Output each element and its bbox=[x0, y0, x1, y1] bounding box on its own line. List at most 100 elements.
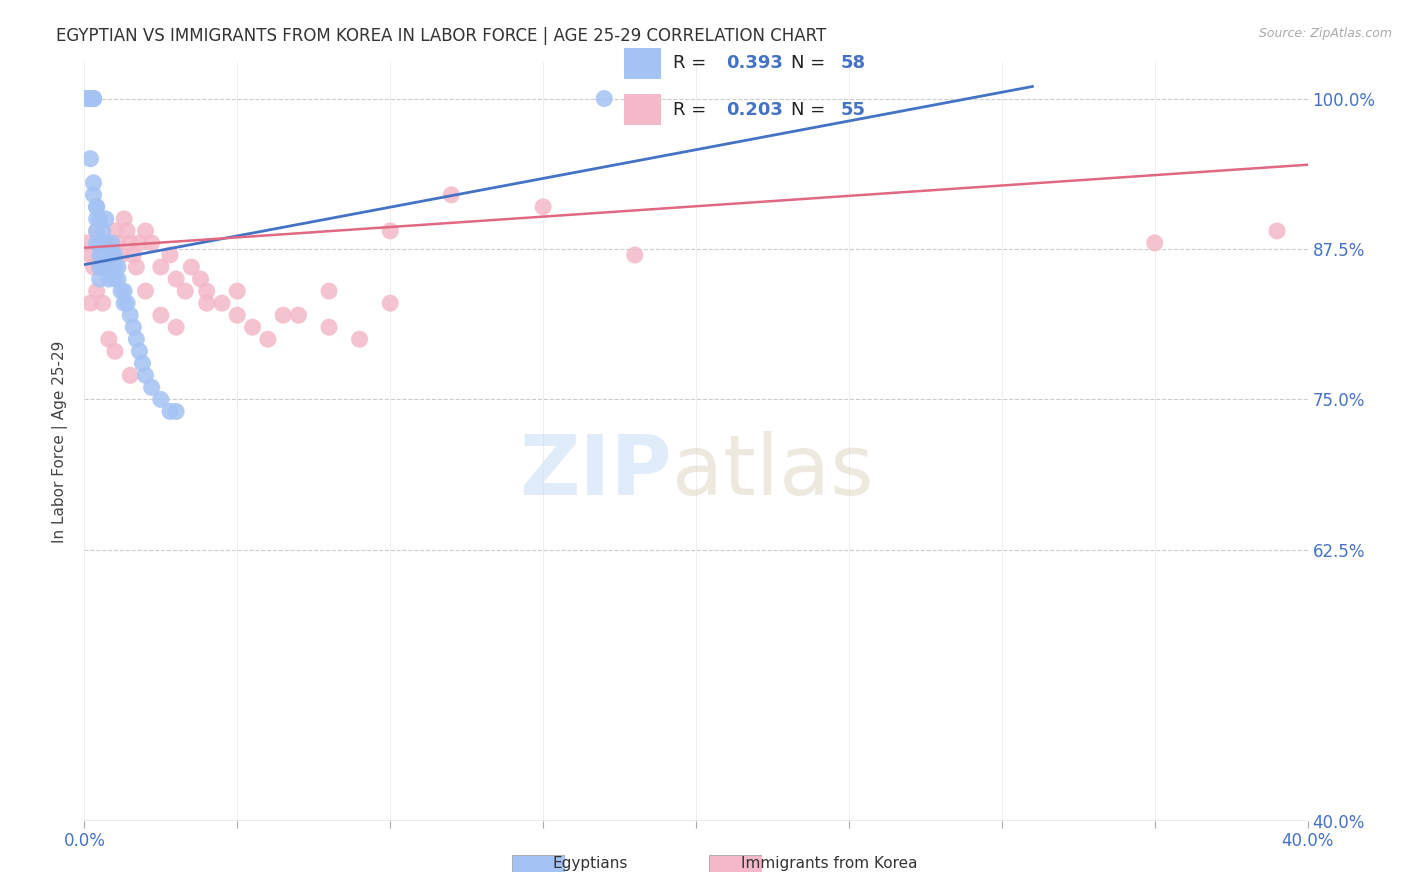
Point bbox=[104, 260, 127, 274]
Point bbox=[94, 260, 117, 274]
Point bbox=[86, 235, 108, 250]
Point bbox=[1143, 235, 1166, 250]
Point bbox=[271, 308, 294, 322]
Point bbox=[91, 296, 114, 310]
Point bbox=[141, 235, 163, 250]
Point bbox=[76, 91, 98, 105]
Point bbox=[101, 260, 124, 274]
Point bbox=[97, 235, 120, 250]
Text: R =: R = bbox=[673, 54, 713, 72]
Text: Immigrants from Korea: Immigrants from Korea bbox=[741, 856, 918, 871]
Point bbox=[79, 248, 101, 262]
Point bbox=[86, 224, 108, 238]
Point bbox=[624, 248, 647, 262]
Point bbox=[380, 296, 402, 310]
Point bbox=[97, 332, 120, 346]
Point bbox=[101, 235, 124, 250]
Point bbox=[97, 248, 120, 262]
Text: 58: 58 bbox=[841, 54, 866, 72]
Point bbox=[211, 296, 233, 310]
Point bbox=[125, 332, 148, 346]
Text: Source: ZipAtlas.com: Source: ZipAtlas.com bbox=[1258, 27, 1392, 40]
Point bbox=[135, 284, 157, 298]
Point bbox=[110, 284, 132, 298]
Point bbox=[115, 224, 138, 238]
Point bbox=[159, 404, 181, 418]
Point bbox=[86, 200, 108, 214]
Point bbox=[83, 91, 105, 105]
Point bbox=[131, 356, 153, 370]
Point bbox=[440, 187, 463, 202]
Point bbox=[380, 224, 402, 238]
Point bbox=[89, 248, 111, 262]
Point bbox=[257, 332, 280, 346]
Point bbox=[112, 284, 135, 298]
Point bbox=[86, 284, 108, 298]
Point bbox=[107, 235, 129, 250]
Point bbox=[79, 296, 101, 310]
Point bbox=[76, 235, 98, 250]
Point bbox=[149, 392, 172, 407]
Point bbox=[122, 320, 145, 334]
Point bbox=[287, 308, 309, 322]
Point bbox=[107, 260, 129, 274]
Point bbox=[86, 211, 108, 226]
Point bbox=[120, 368, 142, 383]
Point bbox=[349, 332, 371, 346]
Point bbox=[104, 224, 127, 238]
Point bbox=[242, 320, 264, 334]
Point bbox=[135, 368, 157, 383]
Text: atlas: atlas bbox=[672, 432, 873, 512]
Point bbox=[159, 248, 181, 262]
Point bbox=[165, 404, 187, 418]
Point bbox=[226, 284, 249, 298]
Point bbox=[83, 176, 105, 190]
Point bbox=[110, 248, 132, 262]
Text: R =: R = bbox=[673, 101, 713, 119]
Point bbox=[1265, 224, 1288, 238]
Point bbox=[128, 235, 150, 250]
Point bbox=[531, 200, 554, 214]
Point bbox=[593, 91, 616, 105]
Point bbox=[79, 152, 101, 166]
Point bbox=[79, 91, 101, 105]
Point bbox=[83, 260, 105, 274]
Point bbox=[112, 211, 135, 226]
Point bbox=[122, 248, 145, 262]
Point bbox=[83, 91, 105, 105]
Point bbox=[104, 272, 127, 286]
Point bbox=[91, 224, 114, 238]
Point bbox=[89, 235, 111, 250]
Point bbox=[89, 260, 111, 274]
Point bbox=[91, 248, 114, 262]
Point bbox=[120, 308, 142, 322]
Point bbox=[165, 272, 187, 286]
Point bbox=[135, 224, 157, 238]
Text: Egyptians: Egyptians bbox=[553, 856, 628, 871]
Point bbox=[91, 248, 114, 262]
Point bbox=[79, 91, 101, 105]
Point bbox=[83, 91, 105, 105]
Point bbox=[174, 284, 197, 298]
Point bbox=[318, 320, 340, 334]
Point bbox=[86, 224, 108, 238]
Point bbox=[120, 235, 142, 250]
Point bbox=[83, 187, 105, 202]
Point bbox=[97, 272, 120, 286]
Text: N =: N = bbox=[792, 54, 831, 72]
Point bbox=[76, 91, 98, 105]
Point bbox=[107, 272, 129, 286]
Point bbox=[89, 260, 111, 274]
Point bbox=[76, 91, 98, 105]
Point bbox=[101, 248, 124, 262]
Point bbox=[94, 235, 117, 250]
Point bbox=[190, 272, 212, 286]
Point bbox=[318, 284, 340, 298]
Text: 0.203: 0.203 bbox=[725, 101, 783, 119]
Point bbox=[149, 260, 172, 274]
Point bbox=[165, 320, 187, 334]
Point bbox=[94, 211, 117, 226]
Point bbox=[128, 344, 150, 359]
Point bbox=[89, 272, 111, 286]
Point bbox=[97, 260, 120, 274]
